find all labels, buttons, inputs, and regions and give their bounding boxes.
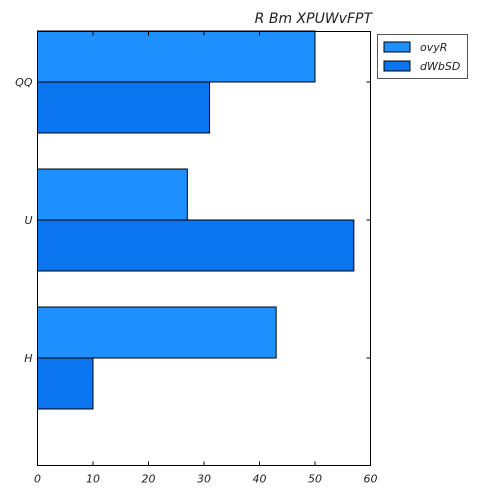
legend: ovyR dWbSD — [377, 34, 468, 79]
bar-ovyR-U — [37, 168, 188, 221]
x-tick-label: 0 — [34, 473, 41, 486]
y-tick-label: U — [24, 214, 32, 227]
y-tick-label: H — [24, 352, 32, 365]
legend-label: dWbSD — [420, 60, 460, 73]
bar-ovyR-QQ — [37, 30, 316, 83]
legend-swatch — [383, 60, 411, 72]
x-tick-label: 30 — [197, 473, 211, 486]
x-tick-label: 50 — [308, 473, 322, 486]
x-tick-label: 40 — [253, 473, 267, 486]
bar-dWbSD-QQ — [37, 81, 211, 134]
legend-swatch — [383, 41, 411, 53]
plot-area-frame — [37, 31, 371, 466]
legend-label: ovyR — [420, 41, 447, 54]
chart-title: R Bm XPUWvFPT — [255, 11, 374, 27]
bar-dWbSD-H — [37, 357, 94, 410]
x-tick-label: 10 — [86, 473, 100, 486]
y-tick-label: QQ — [15, 76, 33, 89]
bar-dWbSD-U — [37, 219, 355, 272]
x-tick-label: 60 — [364, 473, 378, 486]
bar-ovyR-H — [37, 306, 277, 359]
bars-group — [37, 30, 355, 410]
x-tick-label: 20 — [142, 473, 156, 486]
axis-ticks: QQ U H 0 10 20 30 40 50 60 — [15, 31, 378, 486]
